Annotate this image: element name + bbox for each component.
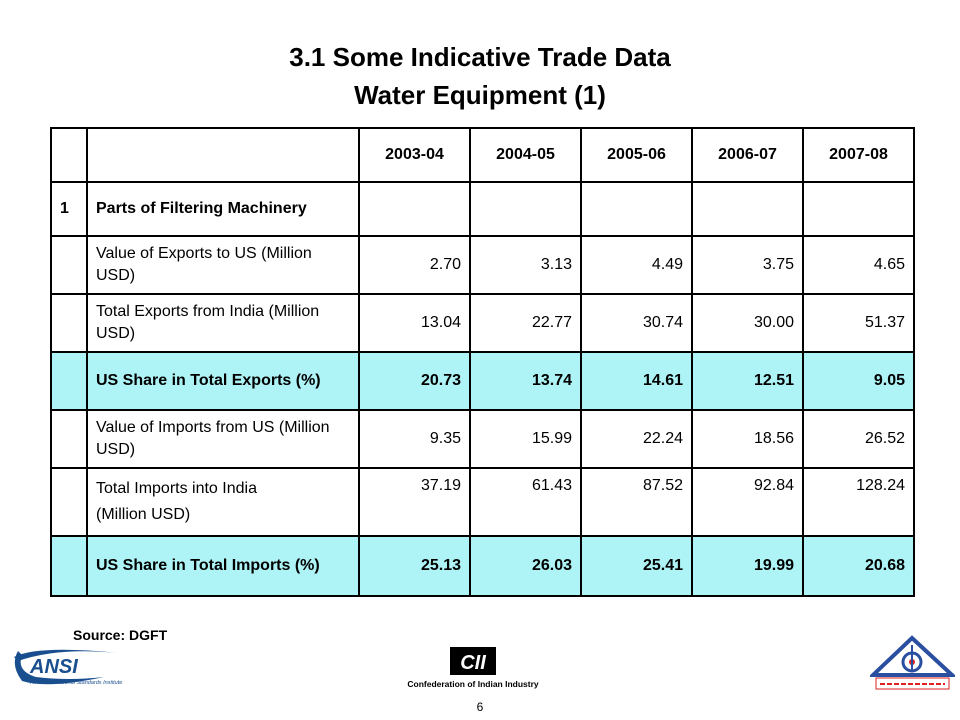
table-header-row: 2003-04 2004-05 2005-06 2006-07 2007-08	[50, 127, 915, 183]
row-number	[50, 293, 88, 353]
table-row: Value of Imports from US (Million USD) 9…	[50, 409, 915, 469]
row-label-line2: (Million USD)	[96, 506, 191, 523]
table-cell: 92.84	[691, 467, 804, 537]
row-number	[50, 351, 88, 411]
table-cell: 14.61	[580, 351, 693, 411]
row-label-line1: Total Imports into India	[96, 480, 257, 497]
table-cell: 13.74	[469, 351, 582, 411]
table-cell	[358, 181, 471, 237]
table-cell: 30.74	[580, 293, 693, 353]
header-blank-cell	[86, 127, 360, 183]
table-cell: 4.49	[580, 235, 693, 295]
page-number: 6	[476, 700, 484, 714]
slide-subtitle: Water Equipment (1)	[354, 80, 606, 110]
table-cell: 61.43	[469, 467, 582, 537]
year-header: 2003-04	[358, 127, 471, 183]
table-cell	[691, 181, 804, 237]
row-number: 1	[50, 181, 88, 237]
ansi-logo-subtext: American National Standards Institute	[29, 680, 122, 686]
row-number	[50, 409, 88, 469]
year-header: 2006-07	[691, 127, 804, 183]
row-label: Parts of Filtering Machinery	[86, 181, 360, 237]
table-cell: 19.99	[691, 535, 804, 597]
table-cell: 37.19	[358, 467, 471, 537]
table-cell: 3.13	[469, 235, 582, 295]
bis-emblem-icon	[870, 635, 955, 690]
table-cell	[802, 181, 915, 237]
row-number	[50, 235, 88, 295]
header-blank-cell	[50, 127, 88, 183]
table-row-highlighted: US Share in Total Imports (%) 25.13 26.0…	[50, 535, 915, 597]
cii-logo: CII Confederation of Indian Industry	[407, 647, 539, 689]
table-cell: 15.99	[469, 409, 582, 469]
table-cell: 9.35	[358, 409, 471, 469]
table-cell: 26.52	[802, 409, 915, 469]
table-cell: 9.05	[802, 351, 915, 411]
cii-logo-subtext: Confederation of Indian Industry	[407, 679, 539, 689]
table-cell	[469, 181, 582, 237]
table-cell: 12.51	[691, 351, 804, 411]
row-label: US Share in Total Exports (%)	[86, 351, 360, 411]
table-row: Total Imports into India (Million USD) 3…	[50, 467, 915, 537]
table-cell: 3.75	[691, 235, 804, 295]
table-row: Total Exports from India (Million USD) 1…	[50, 293, 915, 353]
row-label: Total Imports into India (Million USD)	[86, 467, 360, 537]
table-cell: 128.24	[802, 467, 915, 537]
ansi-logo: ANSI American National Standards Institu…	[14, 649, 122, 686]
table-cell: 4.65	[802, 235, 915, 295]
table-cell: 13.04	[358, 293, 471, 353]
trade-data-table: 2003-04 2004-05 2005-06 2006-07 2007-08 …	[50, 127, 915, 597]
row-number	[50, 467, 88, 537]
table-cell: 20.73	[358, 351, 471, 411]
table-cell: 18.56	[691, 409, 804, 469]
table-row: Value of Exports to US (Million USD) 2.7…	[50, 235, 915, 295]
table-cell: 25.13	[358, 535, 471, 597]
table-cell: 87.52	[580, 467, 693, 537]
table-cell: 30.00	[691, 293, 804, 353]
year-header: 2005-06	[580, 127, 693, 183]
year-header: 2004-05	[469, 127, 582, 183]
table-row-highlighted: US Share in Total Exports (%) 20.73 13.7…	[50, 351, 915, 411]
ansi-logo-text: ANSI	[29, 656, 78, 678]
row-label: Value of Imports from US (Million USD)	[86, 409, 360, 469]
table-cell: 26.03	[469, 535, 582, 597]
table-cell: 25.41	[580, 535, 693, 597]
source-note: Source: DGFT	[73, 627, 168, 643]
table-cell: 22.77	[469, 293, 582, 353]
cii-logo-text: CII	[460, 652, 486, 674]
slide-title: 3.1 Some Indicative Trade Data	[289, 42, 671, 72]
table-row: 1 Parts of Filtering Machinery	[50, 181, 915, 237]
row-label: US Share in Total Imports (%)	[86, 535, 360, 597]
year-header: 2007-08	[802, 127, 915, 183]
table-cell: 2.70	[358, 235, 471, 295]
table-cell: 51.37	[802, 293, 915, 353]
table-cell: 22.24	[580, 409, 693, 469]
table-cell: 20.68	[802, 535, 915, 597]
row-label: Value of Exports to US (Million USD)	[86, 235, 360, 295]
table-cell	[580, 181, 693, 237]
row-number	[50, 535, 88, 597]
row-label: Total Exports from India (Million USD)	[86, 293, 360, 353]
